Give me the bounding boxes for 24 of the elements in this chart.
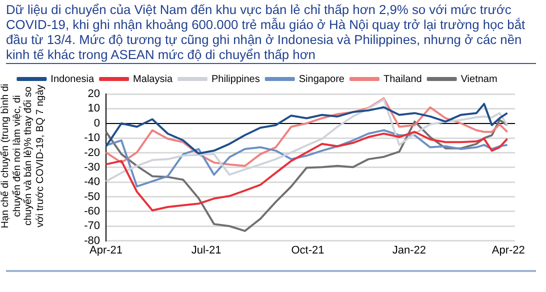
y-tick-label: -20 xyxy=(84,146,100,159)
legend-label: Philippines xyxy=(212,74,260,85)
legend-label: Singapore xyxy=(298,74,345,85)
legend-label: Thailand xyxy=(383,74,422,85)
legend-label: Malaysia xyxy=(133,74,173,85)
x-tick-label: Jan-22 xyxy=(392,244,426,256)
y-tick-label: -50 xyxy=(84,190,100,203)
y-tick-label: 10 xyxy=(88,102,100,115)
chart-title: Dữ liệu di chuyển của Việt Nam đến khu vực bán lẻ chỉ thấp hơn 2,9% so với mức trước COVID-19, khi ghi nhận khoảng 600.000 trẻ mẫu giáo ở Hà Nội quay trở lại trường học bắt đầu từ 13/4. Mức độ tương tự cũng ghi nhận ở Indonesia và Philippines, nhưng ở các nền kinh tế khác trong ASEAN mức độ di chuyển thấp hơn xyxy=(6,2,536,64)
y-tick-label: -40 xyxy=(84,176,100,188)
y-tick-label: -80 xyxy=(84,234,100,247)
x-tick-label: Oct-21 xyxy=(291,244,324,256)
y-tick-label: 0 xyxy=(94,117,100,130)
y-tick-label: -30 xyxy=(84,161,100,174)
legend-label: Vietnam xyxy=(460,74,498,85)
y-tick-label: -60 xyxy=(84,205,100,218)
y-axis-title: Hạn chế di chuyển (trung bình di chuyển đến nơi làm việc, di chuyển và bán lẻ)% thay đổi so với trước COVID-19, BQ 7 ngày xyxy=(0,82,46,230)
y-tick-label: 20 xyxy=(88,88,100,100)
x-tick-label: Jul-21 xyxy=(191,244,222,256)
legend-label: Indonesia xyxy=(50,74,94,85)
x-tick-label: Apr-22 xyxy=(492,244,525,256)
y-tick-label: -10 xyxy=(84,132,100,144)
y-tick-label: -70 xyxy=(84,220,100,232)
x-tick-label: Apr-21 xyxy=(89,244,123,256)
